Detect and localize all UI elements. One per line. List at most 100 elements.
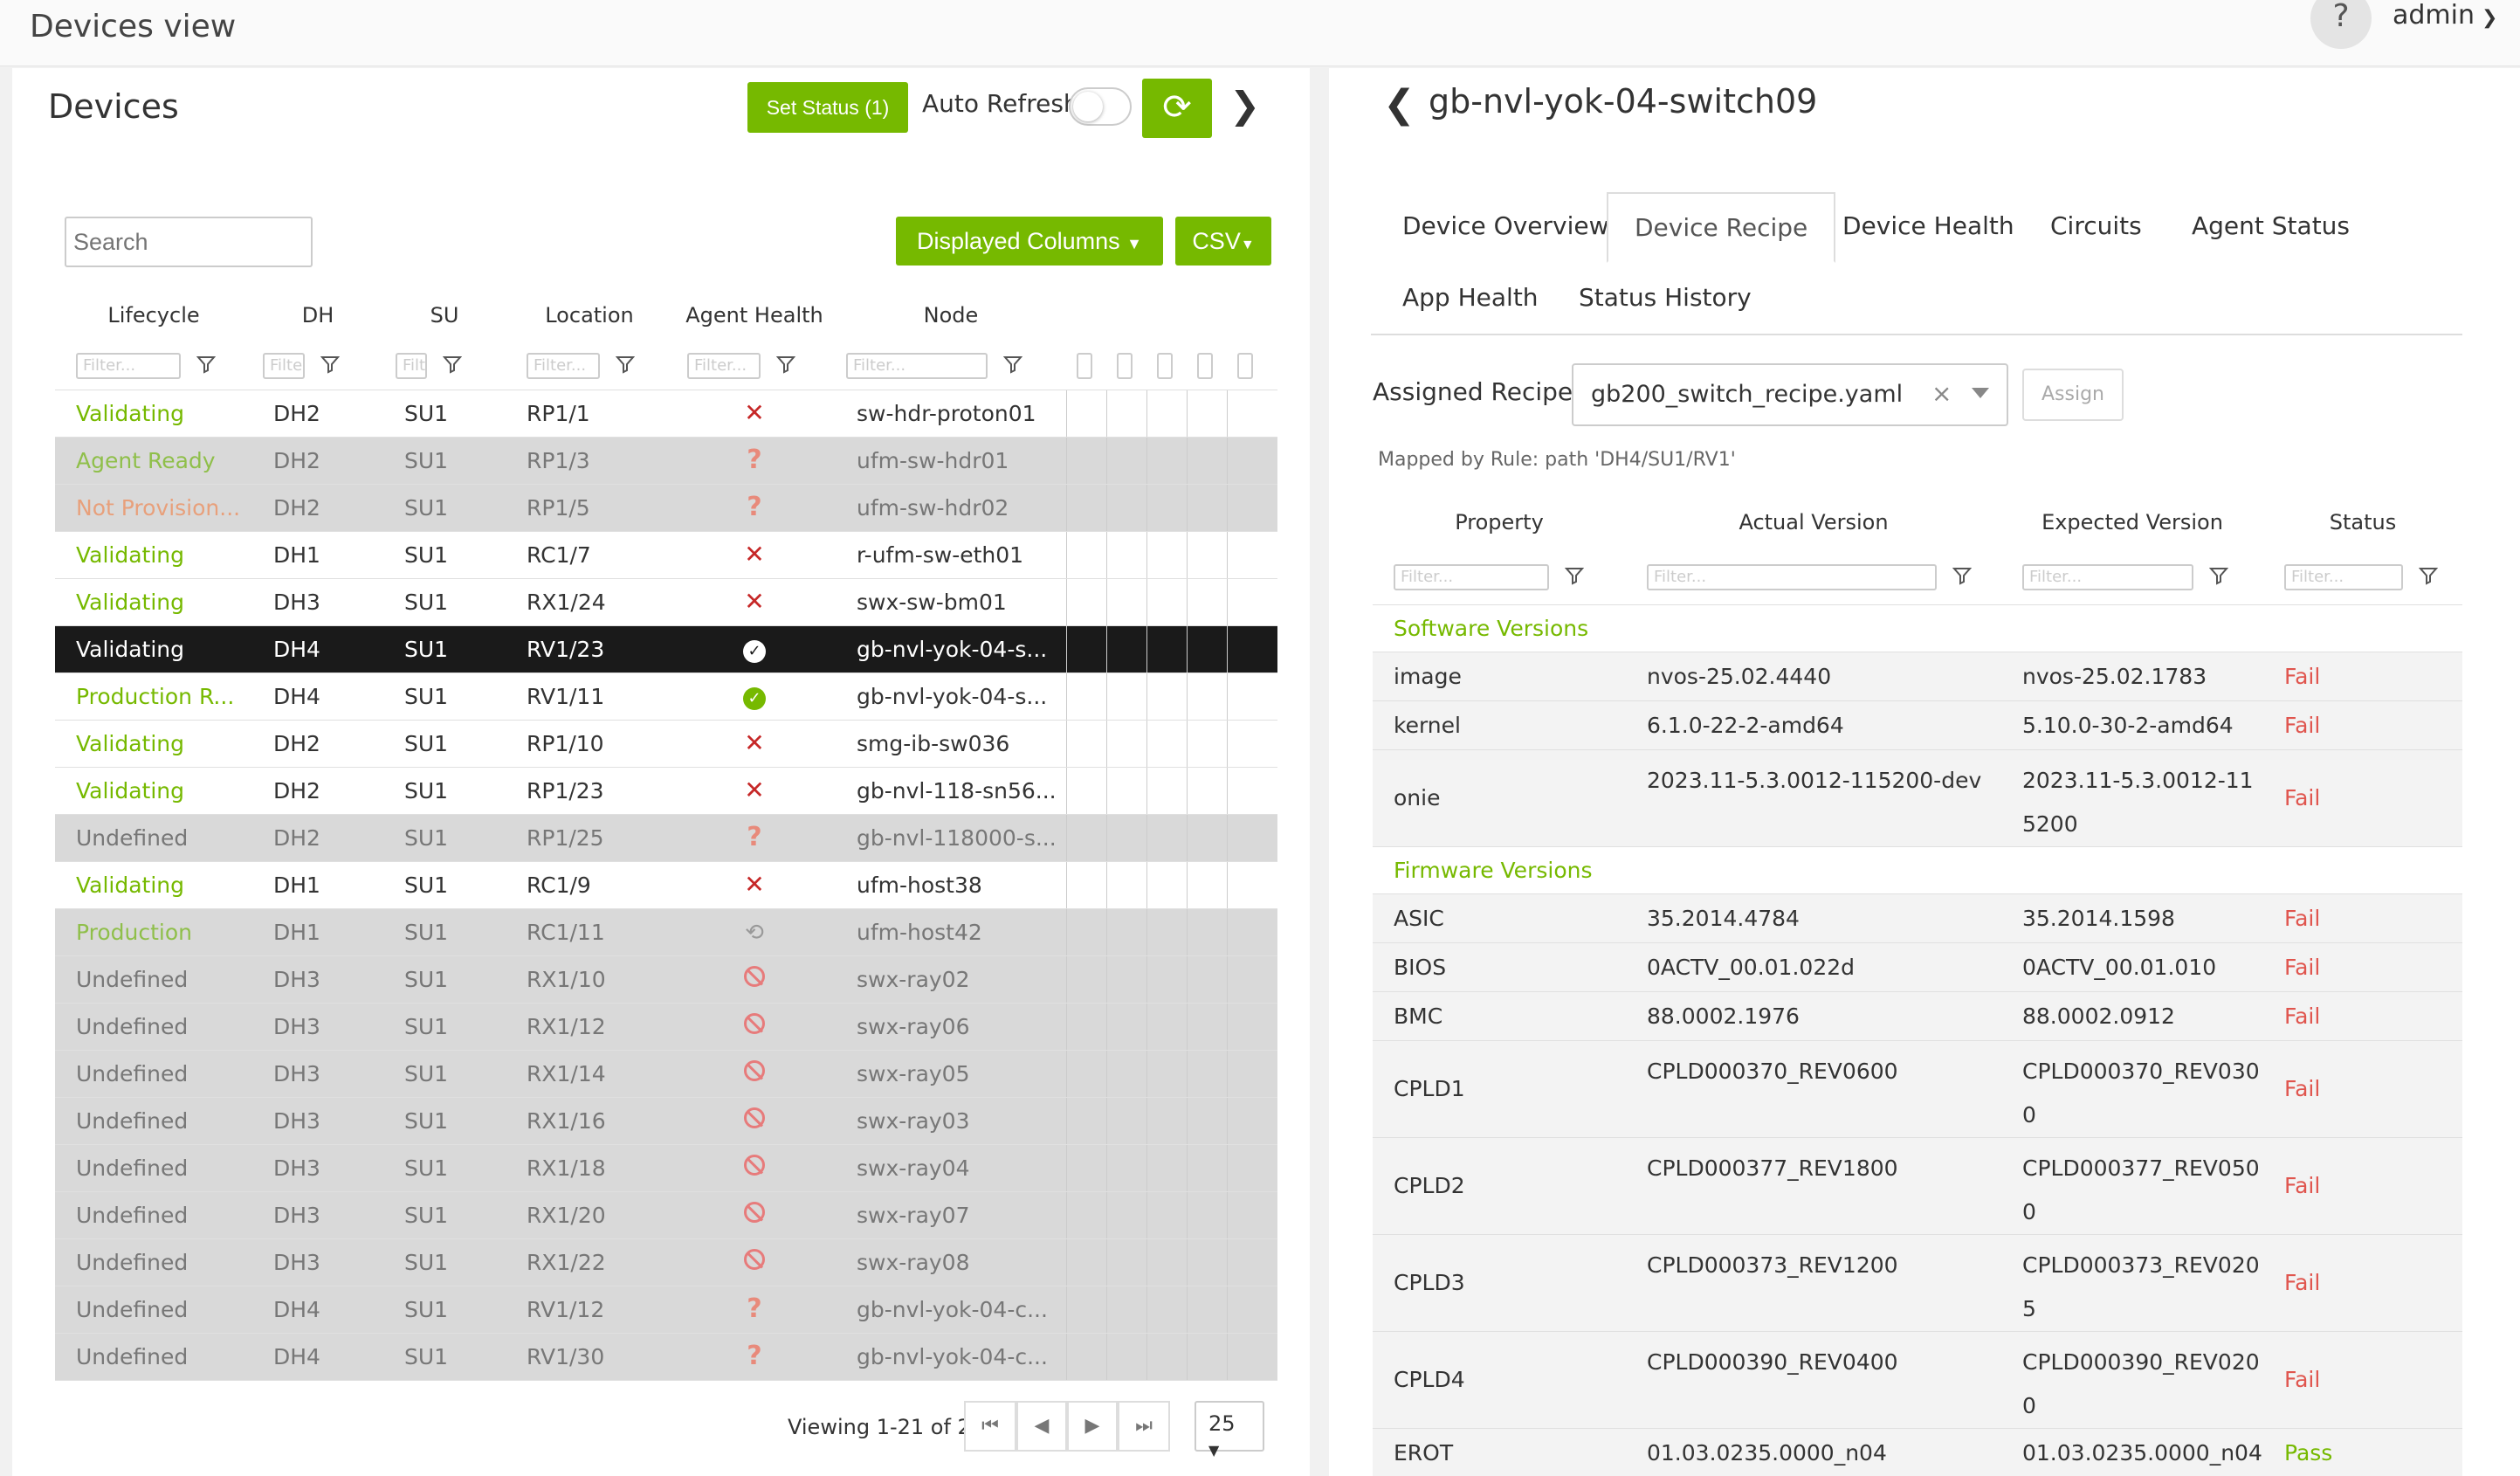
filter-input[interactable]: Filter... — [687, 353, 761, 380]
filter-input[interactable]: Filter... — [1647, 564, 1937, 591]
assign-button[interactable]: Assign — [2022, 369, 2124, 421]
table-row[interactable]: Undefined DH3 SU1 RX1/20 swx-ray07 — [55, 1191, 1277, 1239]
filter-icon[interactable] — [1002, 354, 1023, 379]
filter-input[interactable] — [1157, 353, 1173, 380]
filter-input[interactable] — [1197, 353, 1213, 380]
col-header-dh[interactable]: DH — [301, 303, 334, 328]
filter-input[interactable]: Filter... — [2022, 564, 2193, 591]
filter-icon[interactable] — [615, 354, 636, 379]
cell-expected-version: 88.0002.0912 — [2001, 991, 2263, 1041]
filter-input[interactable]: Filter... — [263, 353, 305, 380]
col-header-property[interactable]: Property — [1455, 510, 1544, 535]
table-row[interactable]: Validating DH2 SU1 RP1/1 ✕ sw-hdr-proton01 — [55, 390, 1277, 438]
tab-status-history[interactable]: Status History — [1579, 283, 1752, 312]
user-menu[interactable]: admin ❯ — [2393, 0, 2497, 31]
refresh-button[interactable]: ⟳ — [1142, 79, 1212, 138]
cell-node: swx-ray07 — [836, 1191, 1066, 1239]
table-row[interactable]: Undefined DH4 SU1 RV1/12? gb-nvl-yok-04-c... — [55, 1286, 1277, 1334]
table-row[interactable]: Undefined DH3 SU1 RX1/12 swx-ray06 — [55, 1003, 1277, 1051]
filter-icon[interactable] — [196, 354, 217, 379]
filter-input[interactable] — [1077, 353, 1092, 380]
table-row[interactable]: Undefined DH3 SU1 RX1/18 swx-ray04 — [55, 1144, 1277, 1192]
auto-refresh-toggle[interactable] — [1069, 87, 1132, 126]
table-row[interactable]: Validating DH2 SU1 RP1/23 ✕ gb-nvl-118-sn56..… — [55, 767, 1277, 815]
filter-icon[interactable] — [2208, 565, 2229, 590]
set-status-button[interactable]: Set Status (1) — [747, 82, 908, 133]
filter-icon[interactable] — [1952, 565, 1973, 590]
tab-agent-status[interactable]: Agent Status — [2192, 211, 2351, 240]
col-header-su[interactable]: SU — [430, 303, 459, 328]
filter-icon[interactable] — [2418, 565, 2439, 590]
displayed-columns-button[interactable]: Displayed Columns ▼ — [896, 217, 1163, 266]
table-row[interactable]: Production R... DH4 SU1 RV1/11 ✓ gb-nvl-yok-0… — [55, 672, 1277, 721]
filter-input[interactable]: Filter... — [76, 353, 181, 380]
col-header-extra[interactable] — [1066, 288, 1106, 342]
table-row[interactable]: Validating DH4 SU1 RV1/23 ✓ gb-nvl-yok-04-s..… — [55, 625, 1277, 673]
tab-circuits[interactable]: Circuits — [2050, 211, 2142, 240]
col-header-actual-version[interactable]: Actual Version — [1739, 510, 1889, 535]
next-page-button[interactable]: ▶ — [1067, 1401, 1118, 1452]
cell-empty — [1226, 672, 1277, 721]
tab-device-recipe[interactable]: Device Recipe — [1607, 192, 1836, 263]
csv-button[interactable]: CSV▼ — [1175, 217, 1271, 266]
table-row[interactable]: Undefined DH3 SU1 RX1/16 swx-ray03 — [55, 1097, 1277, 1145]
table-row[interactable]: Production DH1 SU1 RC1/11 ⟲ ufm-host42 — [55, 908, 1277, 956]
col-header-agent-health[interactable]: Agent Health — [685, 303, 823, 328]
table-row[interactable]: Validating DH1 SU1 RC1/9 ✕ ufm-host38 — [55, 861, 1277, 909]
filter-icon[interactable] — [775, 354, 796, 379]
prev-page-button[interactable]: ◀ — [1016, 1401, 1067, 1452]
filter-input[interactable] — [1117, 353, 1133, 380]
clear-icon[interactable]: × — [1931, 379, 1952, 408]
col-header-lifecycle[interactable]: Lifecycle — [107, 303, 200, 328]
search-input[interactable] — [65, 217, 313, 267]
table-row[interactable]: Undefined DH4 SU1 RV1/30? gb-nvl-yok-04-c... — [55, 1333, 1277, 1381]
collapse-chevron-icon[interactable]: ❯ — [1229, 84, 1261, 127]
cell-lifecycle: Validating — [55, 578, 252, 626]
recipe-select[interactable]: gb200_switch_recipe.yaml × — [1572, 363, 2008, 426]
table-row[interactable]: Validating DH2 SU1 RP1/10 ✕ smg-ib-sw036 — [55, 720, 1277, 768]
filter-input[interactable]: Filter... — [2284, 564, 2403, 591]
table-row[interactable]: Undefined DH3 SU1 RX1/14 swx-ray05 — [55, 1050, 1277, 1098]
table-row[interactable]: Not Provision... DH2 SU1 RP1/5? ufm-sw-hdr02 — [55, 484, 1277, 532]
back-chevron-icon[interactable]: ❮ — [1383, 82, 1415, 127]
cell-lifecycle: Validating — [55, 861, 252, 909]
table-row[interactable]: Undefined DH3 SU1 RX1/10 swx-ray02 — [55, 955, 1277, 1004]
filter-icon[interactable] — [320, 354, 341, 379]
table-row[interactable]: Validating DH3 SU1 RX1/24 ✕ swx-sw-bm01 — [55, 578, 1277, 626]
col-header-node[interactable]: Node — [923, 303, 979, 328]
caret-down-icon[interactable] — [1972, 388, 1989, 398]
cell-location: RC1/9 — [506, 861, 673, 909]
filter-input[interactable]: Filter... — [396, 353, 427, 380]
col-header-status[interactable]: Status — [2329, 510, 2397, 535]
col-header-extra[interactable] — [1146, 288, 1187, 342]
col-header-extra[interactable] — [1187, 288, 1227, 342]
cell-node: swx-ray08 — [836, 1238, 1066, 1286]
help-icon[interactable]: ? — [2310, 0, 2372, 49]
filter-icon[interactable] — [1564, 565, 1585, 590]
col-header-extra[interactable] — [1227, 288, 1277, 342]
filter-input[interactable]: Filter... — [846, 353, 988, 380]
filter-input[interactable]: Filter... — [527, 353, 600, 380]
col-header-location[interactable]: Location — [545, 303, 634, 328]
cell-empty — [1186, 672, 1227, 721]
filter-icon[interactable] — [442, 354, 463, 379]
table-row[interactable]: Agent Ready DH2 SU1 RP1/3? ufm-sw-hdr01 — [55, 437, 1277, 485]
cell-dh: DH2 — [252, 720, 383, 768]
table-row[interactable]: Undefined DH3 SU1 RX1/22 swx-ray08 — [55, 1238, 1277, 1286]
col-header-extra[interactable] — [1106, 288, 1146, 342]
last-page-button[interactable]: ⏭ — [1118, 1401, 1170, 1452]
cell-node: swx-ray06 — [836, 1003, 1066, 1051]
page-size-select[interactable]: 25 ▼ — [1195, 1401, 1264, 1459]
filter-input[interactable] — [1237, 353, 1253, 380]
tab-device-overview[interactable]: Device Overview — [1402, 211, 1609, 240]
col-header-expected-version[interactable]: Expected Version — [2041, 510, 2223, 535]
first-page-button[interactable]: ⏮ — [964, 1401, 1016, 1452]
mapped-rule-text: Mapped by Rule: path 'DH4/SU1/RV1' — [1378, 449, 1736, 471]
filter-input[interactable]: Filter... — [1394, 564, 1549, 591]
table-row[interactable]: Undefined DH2 SU1 RP1/25? gb-nvl-118000-s... — [55, 814, 1277, 862]
cell-empty — [1105, 437, 1146, 485]
cell-dh: DH2 — [252, 437, 383, 485]
tab-device-health[interactable]: Device Health — [1842, 211, 2014, 240]
table-row[interactable]: Validating DH1 SU1 RC1/7 ✕ r-ufm-sw-eth01 — [55, 531, 1277, 579]
tab-app-health[interactable]: App Health — [1402, 283, 1539, 312]
